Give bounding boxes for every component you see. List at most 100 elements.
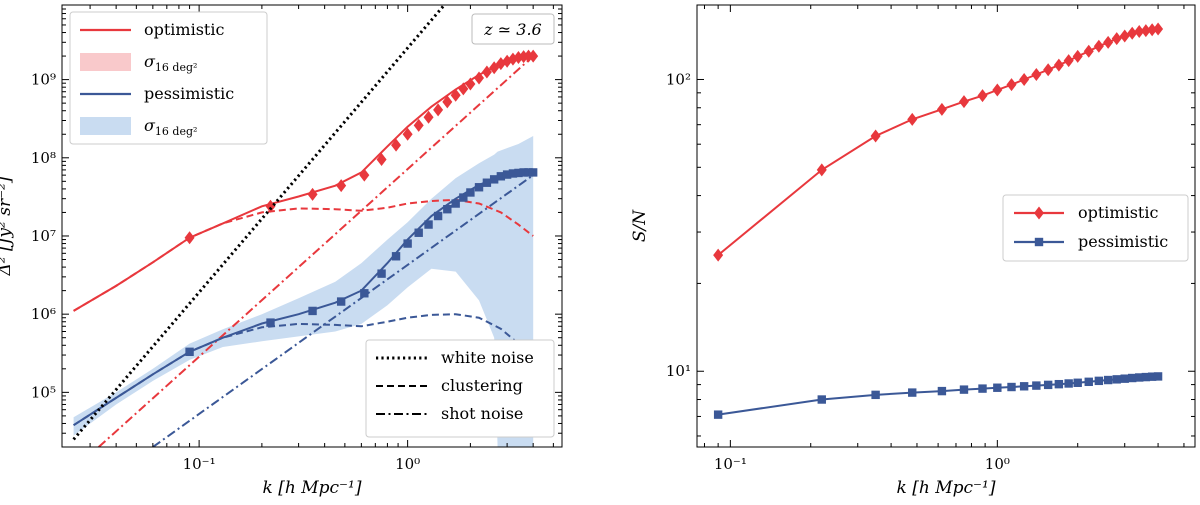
x-tick-label: 10⁻¹ [714,455,747,473]
marker-diamond [1053,58,1064,72]
marker-square [514,168,523,178]
marker-diamond [1140,24,1151,38]
x-axis-label: k [h Mpc⁻¹] [897,478,996,498]
marker-diamond [1111,32,1122,46]
y-tick-label: 10¹ [666,362,691,380]
y-axis-label: Δ² [Jy² sr⁻²] [0,176,15,276]
redshift-annotation: z ≃ 3.6 [483,20,541,39]
marker-diamond [265,199,276,213]
marker-diamond [1006,78,1017,92]
sn-legend-box [1002,194,1189,262]
marker-square [1103,375,1113,385]
panel-signal-to-noise: 10⁻¹ 10⁰ 10¹ 10² k [h Mpc⁻¹] S/N optimistic pes… [630,4,1196,498]
marker-diamond [413,118,424,132]
marker-diamond [528,49,539,63]
marker-square [377,269,386,278]
marker-square [1147,372,1157,381]
series-white-noise [72,5,446,441]
y-tick-label: 10⁹ [31,71,56,89]
panel-power-spectrum: 10⁻¹ 10⁰ 10⁵ 10⁶ 10⁷ 10⁸ 10⁹ k [h Mpc⁻¹] Δ² [Jy²… [0,4,563,498]
marker-square [459,193,468,202]
marker-square [871,390,880,400]
left-plot-area [72,5,539,447]
marker-diamond [713,248,724,262]
marker-diamond [1127,26,1138,40]
marker-square [1032,381,1041,390]
series-pessimistic-shot-noise [152,174,534,447]
marker-square [391,252,401,261]
marker-square [502,170,512,179]
marker-diamond [359,168,370,182]
x-axis-label: k [h Mpc⁻¹] [263,478,362,498]
marker-diamond [402,127,413,141]
marker-diamond [307,187,318,201]
marker-diamond [336,179,347,193]
sn-legend-label: optimistic [1078,203,1158,222]
marker-square [185,347,194,357]
marker-diamond [977,89,988,103]
marker-square [424,220,433,229]
style-legend-box [365,339,555,438]
marker-square [1007,382,1016,392]
marker-diamond [391,138,402,152]
marker-square [466,188,475,197]
marker-square [451,199,460,208]
marker-square [1153,372,1163,381]
y-tick-label: 10⁸ [31,149,56,167]
marker-diamond [1043,63,1054,77]
marker-diamond [1072,49,1083,63]
marker-square [489,175,499,184]
marker-square [1043,380,1053,390]
legend-label: pessimistic [144,84,234,103]
marker-square [443,205,452,214]
right-plot-area [713,22,1164,419]
marker-diamond [870,129,881,143]
marker-square [1141,372,1151,382]
band-pessimistic [73,136,534,447]
marker-square [1073,378,1082,387]
y-tick-label: 10⁷ [31,227,56,245]
marker-diamond [481,65,492,79]
marker-diamond [1063,54,1074,68]
marker-square [1094,376,1104,386]
series-pessimistic-clustering [73,313,534,427]
marker-diamond [1093,39,1104,53]
marker-diamond [423,110,434,124]
marker-diamond [442,95,453,109]
marker-diamond [376,153,387,167]
marker-diamond [450,88,461,102]
marker-diamond [433,103,444,117]
marker-square [508,169,518,178]
marker-square [817,395,826,404]
legend-label-subscript: 16 deg² [155,61,198,74]
marker-diamond [958,95,969,109]
marker-square [496,172,506,181]
marker-diamond [1147,23,1158,37]
marker-square [713,410,723,419]
marker-square [1084,377,1093,387]
legend-swatch-band [80,117,131,135]
right-frame [696,4,1196,448]
style-legend-label: white noise [441,348,534,367]
legend-label: optimistic [144,20,224,39]
redshift-annotation-box [471,13,555,45]
legend-label-subscript: 16 deg² [155,125,198,138]
marker-square [482,178,492,187]
legend-box [69,11,268,145]
marker-diamond [816,163,827,177]
y-tick-label: 10⁶ [31,305,56,323]
marker-diamond [1119,29,1130,43]
x-tick-label: 10⁰ [395,455,420,473]
marker-square [1135,373,1144,382]
x-tick-label: 10⁰ [985,455,1010,473]
marker-diamond [1019,72,1030,86]
marker-diamond [458,82,469,96]
marker-diamond [907,112,918,126]
legend-swatch-band [80,53,131,71]
marker-square [519,168,528,177]
series-optimistic-shot-noise [98,55,534,447]
marker-diamond [936,102,947,116]
marker-square [1019,382,1029,391]
marker-square [308,306,317,316]
